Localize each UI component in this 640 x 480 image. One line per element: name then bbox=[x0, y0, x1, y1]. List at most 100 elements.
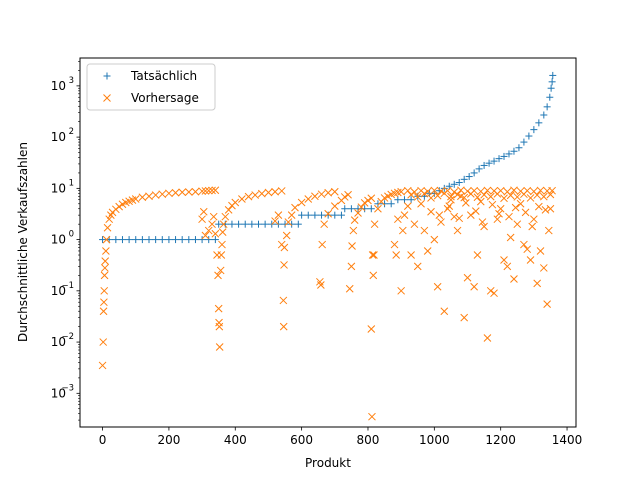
prediction-point bbox=[370, 251, 378, 259]
prediction-point bbox=[430, 235, 439, 244]
prediction-point bbox=[413, 193, 422, 201]
actual-point bbox=[500, 152, 508, 160]
legend-plus-marker bbox=[103, 72, 111, 80]
prediction-point bbox=[486, 192, 495, 201]
prediction-point bbox=[317, 281, 325, 289]
prediction-point bbox=[199, 207, 208, 216]
prediction-point bbox=[208, 186, 216, 195]
actual-point bbox=[341, 205, 349, 213]
prediction-point bbox=[345, 284, 354, 293]
prediction-point bbox=[541, 206, 550, 214]
prediction-point bbox=[543, 300, 551, 308]
prediction-point bbox=[536, 186, 545, 195]
prediction-point bbox=[330, 202, 339, 210]
prediction-point bbox=[513, 220, 522, 229]
prediction-point bbox=[500, 194, 508, 203]
prediction-point bbox=[427, 207, 435, 216]
x-tick-label: 0 bbox=[99, 433, 107, 447]
prediction-point bbox=[103, 223, 112, 232]
prediction-point bbox=[435, 211, 444, 219]
actual-point bbox=[475, 165, 483, 173]
prediction-point bbox=[407, 190, 415, 199]
prediction-point bbox=[430, 186, 439, 195]
prediction-point bbox=[523, 245, 532, 254]
prediction-point bbox=[251, 191, 260, 199]
prediction-point bbox=[280, 243, 289, 252]
actual-point bbox=[367, 205, 375, 213]
series-prediction-points bbox=[98, 186, 556, 421]
prediction-point bbox=[407, 251, 415, 259]
actual-point bbox=[485, 159, 493, 167]
actual-point bbox=[198, 236, 206, 244]
prediction-point bbox=[398, 226, 407, 235]
prediction-point bbox=[115, 202, 124, 211]
prediction-point bbox=[403, 186, 412, 195]
actual-point bbox=[228, 220, 236, 228]
prediction-point bbox=[495, 209, 503, 218]
actual-point bbox=[235, 220, 243, 228]
y-tick-exponent: 2 bbox=[69, 127, 74, 137]
prediction-point bbox=[360, 199, 369, 207]
prediction-point bbox=[403, 202, 412, 210]
prediction-point bbox=[215, 322, 224, 331]
actual-point bbox=[132, 236, 140, 244]
actual-point bbox=[400, 196, 408, 204]
prediction-point bbox=[488, 200, 497, 209]
prediction-point bbox=[214, 271, 222, 280]
prediction-point bbox=[218, 240, 226, 249]
prediction-point bbox=[348, 242, 356, 250]
actual-point bbox=[530, 126, 538, 134]
prediction-point bbox=[466, 190, 475, 198]
prediction-point bbox=[505, 212, 513, 221]
prediction-point bbox=[367, 325, 376, 333]
prediction-point bbox=[330, 187, 339, 196]
prediction-point bbox=[536, 247, 545, 255]
actual-point bbox=[172, 236, 180, 244]
prediction-point bbox=[320, 220, 329, 229]
actual-point bbox=[178, 236, 186, 244]
prediction-point bbox=[427, 194, 435, 202]
prediction-point bbox=[374, 204, 382, 213]
prediction-point bbox=[350, 216, 359, 224]
prediction-point bbox=[534, 202, 543, 211]
prediction-point bbox=[131, 195, 140, 203]
prediction-point bbox=[471, 207, 480, 215]
series-actual-points bbox=[99, 71, 557, 244]
prediction-point bbox=[324, 209, 333, 218]
actual-point bbox=[465, 173, 473, 181]
prediction-point bbox=[417, 199, 425, 208]
prediction-point bbox=[100, 286, 109, 295]
prediction-point bbox=[539, 264, 548, 272]
actual-point bbox=[241, 220, 249, 228]
prediction-point bbox=[397, 286, 406, 295]
prediction-point bbox=[466, 211, 475, 219]
actual-point bbox=[211, 236, 219, 244]
prediction-point bbox=[311, 192, 319, 201]
prediction-point bbox=[457, 186, 465, 195]
prediction-point bbox=[201, 231, 210, 240]
prediction-point bbox=[520, 190, 528, 199]
y-tick-exponent: 0 bbox=[69, 230, 74, 240]
y-tick-exponent: 3 bbox=[69, 76, 74, 86]
y-tick-label: 10 bbox=[51, 79, 66, 93]
prediction-point bbox=[503, 262, 512, 271]
prediction-point bbox=[461, 199, 470, 207]
prediction-point bbox=[521, 208, 530, 217]
prediction-point bbox=[370, 220, 379, 229]
prediction-point bbox=[546, 190, 555, 199]
prediction-point bbox=[221, 212, 230, 221]
actual-point bbox=[347, 205, 355, 213]
prediction-point bbox=[526, 194, 535, 202]
prediction-point bbox=[208, 220, 216, 229]
prediction-point bbox=[284, 218, 293, 226]
prediction-point bbox=[145, 192, 153, 201]
prediction-point bbox=[533, 279, 542, 288]
y-tick-exponent: −3 bbox=[61, 383, 74, 393]
prediction-point bbox=[271, 187, 279, 196]
actual-point bbox=[215, 220, 223, 228]
plot-area-frame bbox=[79, 57, 577, 428]
prediction-point bbox=[520, 240, 528, 249]
x-axis-label: Produkt bbox=[305, 456, 351, 470]
prediction-point bbox=[528, 222, 537, 231]
prediction-point bbox=[317, 190, 326, 199]
